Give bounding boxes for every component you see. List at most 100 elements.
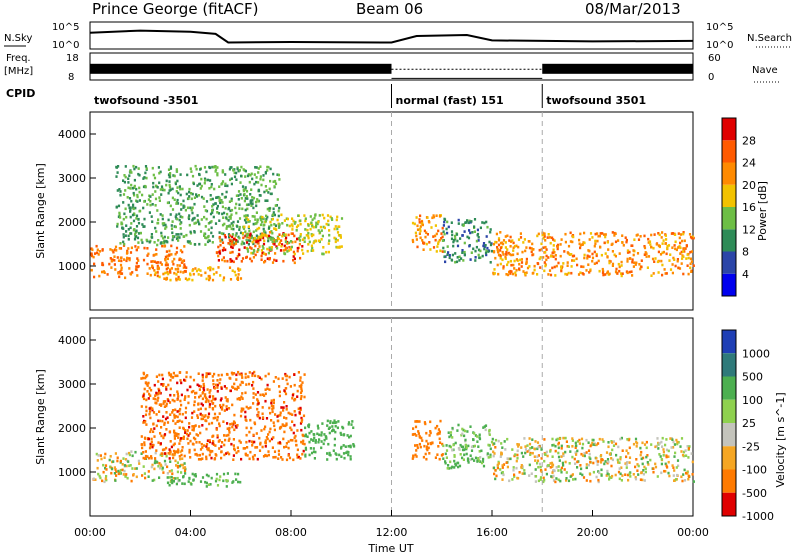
power-cell	[159, 188, 162, 191]
power-cell	[508, 239, 511, 242]
power-cell	[187, 197, 190, 200]
power-cell	[600, 253, 603, 257]
power-cell	[310, 221, 313, 224]
velocity-cell	[248, 382, 251, 386]
velocity-cell	[152, 430, 155, 433]
power-cell	[167, 191, 170, 195]
power-cell	[223, 222, 226, 226]
velocity-cell	[296, 456, 299, 459]
velocity-cell	[152, 397, 155, 400]
power-cell	[289, 248, 292, 251]
power-cell	[247, 243, 250, 246]
velocity-cell	[501, 471, 504, 474]
velocity-cell	[177, 395, 180, 398]
power-cell	[415, 216, 418, 219]
velocity-cell	[641, 441, 644, 445]
velocity-cell	[424, 422, 427, 426]
power-cell	[145, 167, 148, 170]
power-cell	[576, 263, 579, 267]
velocity-cell	[212, 440, 215, 444]
power-cell	[169, 165, 172, 169]
power-cell	[496, 248, 499, 251]
power-cell	[499, 249, 502, 252]
velocity-cell	[127, 460, 130, 463]
velocity-cell	[169, 480, 172, 484]
velocity-cell	[162, 471, 165, 474]
velocity-cell	[429, 420, 432, 424]
power-cell	[191, 206, 194, 210]
velocity-cell	[240, 373, 243, 377]
power-cell	[269, 238, 273, 241]
velocity-cell	[574, 446, 577, 449]
power-cell	[544, 251, 547, 254]
power-cell	[259, 165, 262, 168]
power-cell	[178, 236, 181, 239]
velocity-cell	[213, 457, 216, 461]
velocity-cell	[198, 453, 201, 457]
velocity-cell	[162, 415, 165, 418]
power-cell	[159, 213, 162, 216]
power-cell	[477, 253, 480, 257]
velocity-cell	[178, 479, 181, 482]
velocity-cell	[300, 440, 303, 444]
velocity-cell	[272, 398, 275, 402]
velocity-cell	[207, 474, 210, 478]
velocity-cell	[434, 426, 437, 430]
power-cell	[245, 221, 248, 224]
power-cell	[269, 179, 272, 183]
velocity-cell	[314, 439, 317, 442]
power-cell	[181, 187, 184, 191]
power-cell	[515, 244, 518, 248]
velocity-cell	[299, 408, 302, 412]
power-cell	[640, 265, 643, 269]
velocity-cell	[639, 446, 642, 450]
power-cell	[608, 272, 611, 276]
velocity-cell	[143, 472, 146, 475]
power-cell	[625, 238, 628, 242]
velocity-cell	[579, 472, 582, 475]
velocity-cell	[144, 454, 148, 458]
velocity-cell	[347, 453, 350, 457]
velocity-cell	[299, 422, 303, 425]
velocity-cell	[98, 474, 101, 478]
power-cell	[183, 263, 186, 266]
velocity-cell	[328, 431, 331, 435]
velocity-cell	[123, 464, 127, 467]
power-cell	[228, 215, 231, 219]
power-cell	[180, 221, 183, 224]
power-cell	[280, 239, 283, 242]
velocity-cell	[256, 407, 259, 411]
power-cell	[156, 243, 159, 247]
power-cell	[436, 245, 439, 248]
power-cell	[116, 171, 119, 174]
velocity-cell	[166, 476, 169, 479]
velocity-cell	[190, 483, 193, 486]
power-cell	[116, 222, 119, 226]
velocity-cell	[636, 442, 639, 445]
velocity-cell	[180, 453, 183, 457]
power-cell	[647, 237, 650, 241]
power-cell	[463, 250, 466, 254]
velocity-cell	[179, 407, 182, 411]
velocity-cell	[167, 383, 170, 387]
velocity-cell	[225, 452, 228, 455]
power-cell	[310, 233, 313, 236]
velocity-cell	[149, 430, 152, 434]
power-cell	[264, 231, 267, 235]
power-cell	[490, 249, 493, 253]
power-cell	[475, 239, 478, 243]
power-cell	[545, 258, 548, 262]
power-cell	[208, 187, 211, 190]
power-cell	[239, 268, 242, 271]
power-cell	[159, 261, 162, 264]
velocity-cell	[454, 462, 457, 466]
velocity-cell	[169, 373, 173, 376]
velocity-colorbar-swatch	[722, 399, 736, 423]
power-cell	[258, 226, 261, 230]
velocity-cell	[461, 432, 464, 436]
power-cell	[280, 213, 283, 217]
velocity-cell	[197, 402, 200, 405]
power-cell	[168, 185, 172, 189]
power-cell	[156, 274, 159, 278]
power-cell	[125, 224, 128, 227]
